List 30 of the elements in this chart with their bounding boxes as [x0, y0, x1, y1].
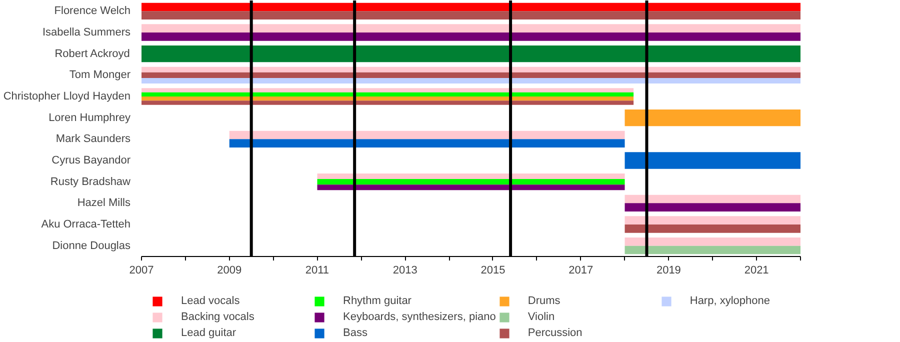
y-tick-label: Christopher Lloyd Hayden	[3, 90, 131, 102]
y-tick-label: Dionne Douglas	[52, 240, 131, 252]
x-tick-label: 2007	[129, 264, 154, 276]
x-tick-label: 2021	[744, 264, 769, 276]
x-tick-label: 2013	[392, 264, 418, 276]
x-tick-label: 2017	[568, 264, 594, 276]
y-tick-label: Tom Monger	[69, 69, 131, 82]
legend-label: Lead guitar	[181, 326, 238, 340]
legend-label: Backing vocals	[181, 310, 256, 324]
x-tick-label: 2015	[480, 264, 506, 276]
legend-label: Rhythm guitar	[343, 294, 412, 308]
legend-label: Drums	[528, 294, 562, 308]
y-tick-label: Hazel Mills	[77, 197, 131, 210]
y-tick-label: Rusty Bradshaw	[50, 176, 131, 188]
legend-label: Bass	[343, 326, 368, 340]
legend-label: Percussion	[528, 326, 584, 340]
y-tick-label: Florence Welch	[54, 5, 131, 18]
y-tick-label: Mark Saunders	[56, 133, 131, 146]
y-tick-label: Loren Humphrey	[48, 112, 131, 124]
x-tick-label: 2009	[217, 264, 242, 276]
y-tick-label: Cyrus Bayandor	[52, 154, 131, 166]
x-tick-label: 2019	[656, 264, 681, 276]
x-tick-label: 2011	[305, 264, 330, 276]
legend-label: Violin	[528, 310, 556, 324]
legend-label: Keyboards, synthesizers, piano	[343, 310, 496, 324]
y-tick-label: Isabella Summers	[42, 26, 131, 38]
legend-label: Harp, xylophone	[690, 294, 771, 308]
y-tick-label: Robert Ackroyd	[54, 48, 130, 60]
legend-label: Lead vocals	[181, 294, 241, 308]
y-tick-label: Aku Orraca-Tetteh	[41, 218, 131, 230]
